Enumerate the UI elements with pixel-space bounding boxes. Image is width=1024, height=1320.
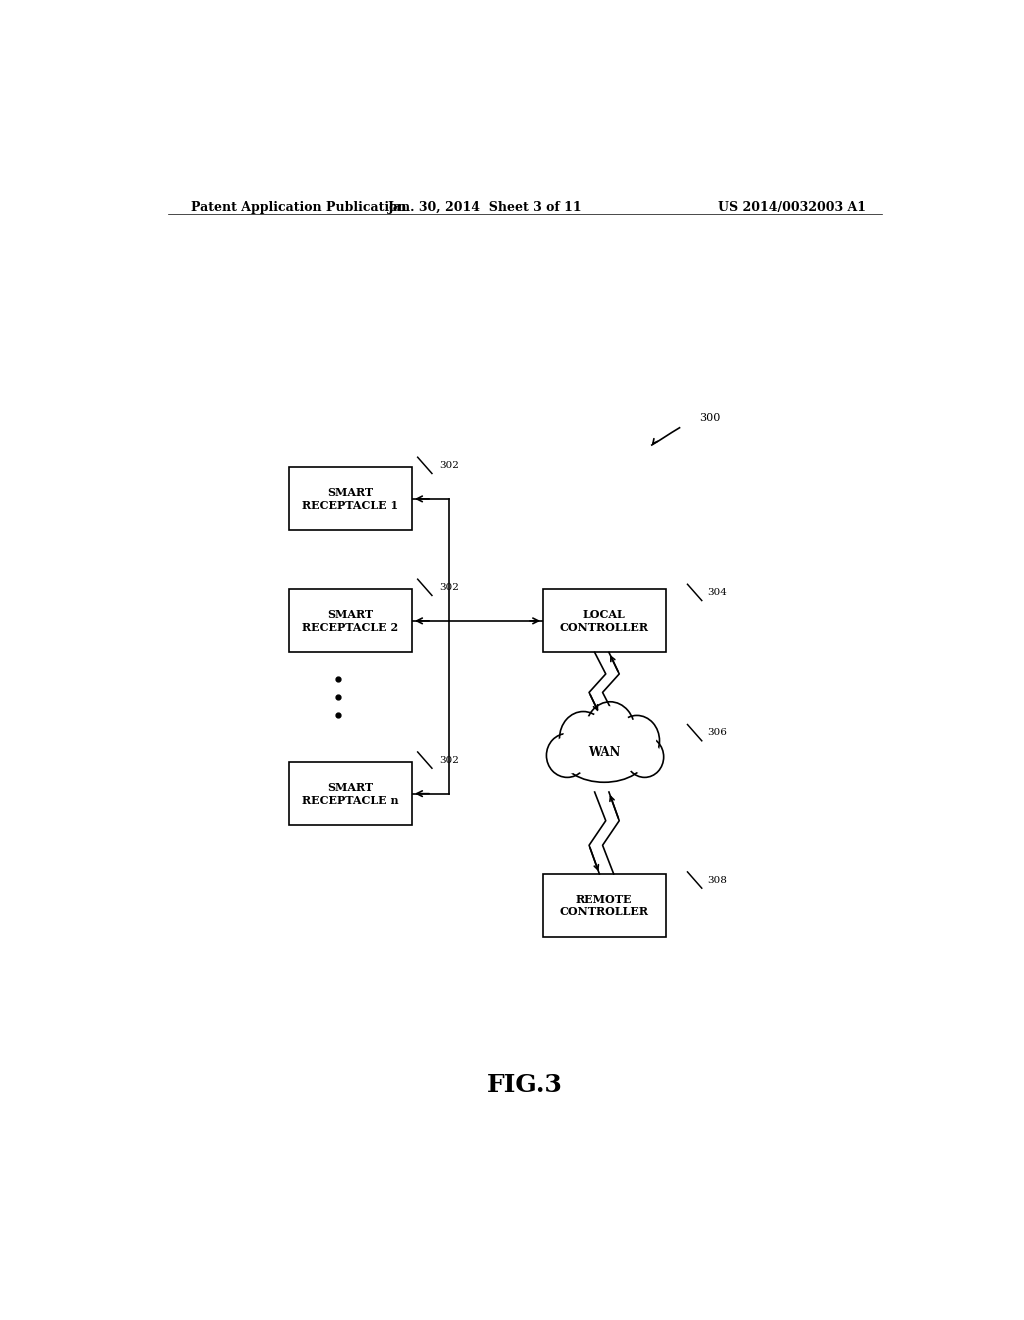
Text: 302: 302: [439, 755, 459, 764]
Text: 304: 304: [708, 587, 727, 597]
Ellipse shape: [561, 729, 647, 783]
Ellipse shape: [559, 711, 607, 766]
Ellipse shape: [614, 715, 659, 766]
Text: 308: 308: [708, 875, 727, 884]
Bar: [289, 467, 412, 531]
Text: US 2014/0032003 A1: US 2014/0032003 A1: [718, 201, 866, 214]
Ellipse shape: [629, 739, 660, 775]
Text: 302: 302: [439, 583, 459, 591]
Text: 302: 302: [439, 461, 459, 470]
Ellipse shape: [585, 702, 635, 760]
Bar: [289, 762, 412, 825]
Text: Patent Application Publication: Patent Application Publication: [191, 201, 407, 214]
Bar: [543, 589, 666, 652]
Text: 300: 300: [699, 413, 721, 422]
Ellipse shape: [626, 737, 664, 777]
Text: REMOTE
CONTROLLER: REMOTE CONTROLLER: [560, 894, 648, 917]
Bar: [543, 874, 666, 937]
Text: LOCAL
CONTROLLER: LOCAL CONTROLLER: [560, 609, 648, 632]
Ellipse shape: [547, 734, 588, 777]
Text: 306: 306: [708, 729, 727, 737]
Ellipse shape: [589, 706, 632, 756]
Ellipse shape: [567, 733, 641, 779]
Text: SMART
RECEPTACLE n: SMART RECEPTACLE n: [302, 781, 398, 805]
Ellipse shape: [563, 715, 603, 762]
Text: WAN: WAN: [588, 747, 621, 759]
Bar: [289, 589, 412, 652]
Text: SMART
RECEPTACLE 2: SMART RECEPTACLE 2: [302, 609, 398, 632]
Text: SMART
RECEPTACLE 1: SMART RECEPTACLE 1: [302, 487, 398, 511]
Text: Jan. 30, 2014  Sheet 3 of 11: Jan. 30, 2014 Sheet 3 of 11: [388, 201, 583, 214]
Text: FIG.3: FIG.3: [486, 1073, 563, 1097]
Ellipse shape: [550, 737, 585, 774]
Ellipse shape: [617, 719, 656, 763]
